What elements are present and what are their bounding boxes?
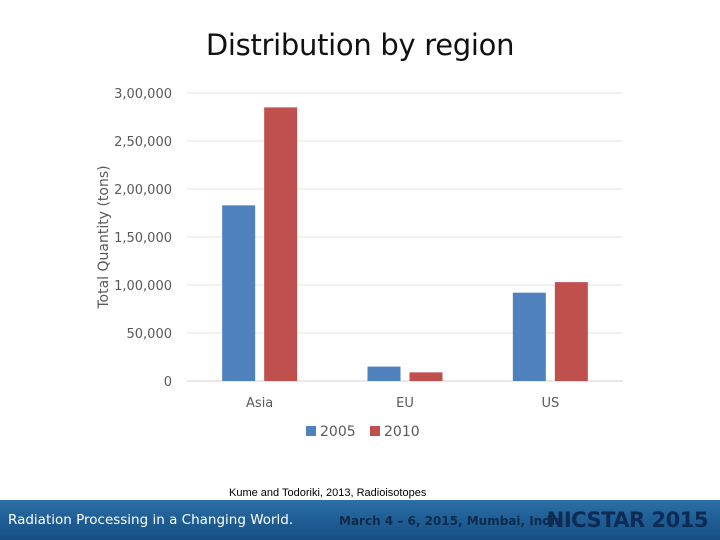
- y-tick-label: 1,50,000: [114, 231, 172, 246]
- bar-chart: 0 50,000 1,00,000 1,50,000 2,00,000 2,50,000 3…: [96, 87, 623, 440]
- bar-asia-2010: [264, 107, 298, 382]
- y-tick-label: 50,000: [127, 327, 173, 342]
- legend-swatch-2005: [306, 426, 316, 436]
- footer-event-date: March 4 – 6, 2015, Mumbai, India: [339, 514, 564, 528]
- footer-logo-text: NICSTAR 2015: [546, 508, 709, 532]
- footer-bar: Radiation Processing in a Changing World…: [0, 500, 720, 540]
- y-tick-label: 0: [164, 375, 172, 390]
- chart-title: Distribution by region: [205, 28, 515, 62]
- x-tick-label: US: [541, 396, 559, 411]
- bar-eu-2005: [367, 366, 401, 381]
- bar-eu-2010: [409, 372, 443, 381]
- legend-label-2005: 2005: [320, 424, 356, 440]
- y-tick-label: 3,00,000: [114, 87, 172, 102]
- bar-us-2005: [512, 292, 546, 381]
- x-tick-label: EU: [396, 396, 414, 411]
- y-tick-label: 2,00,000: [114, 183, 172, 198]
- citation-text: Kume and Todoriki, 2013, Radioisotopes: [229, 487, 427, 499]
- bar-us-2010: [554, 282, 588, 381]
- x-tick-label: Asia: [246, 396, 273, 411]
- y-tick-label: 1,00,000: [114, 279, 172, 294]
- legend-swatch-2010: [370, 426, 380, 436]
- legend-label-2010: 2010: [384, 424, 420, 440]
- bar-asia-2005: [222, 205, 256, 381]
- y-tick-label: 2,50,000: [114, 135, 172, 150]
- footer-tagline: Radiation Processing in a Changing World…: [8, 512, 294, 528]
- y-axis-label: Total Quantity (tons): [96, 165, 112, 309]
